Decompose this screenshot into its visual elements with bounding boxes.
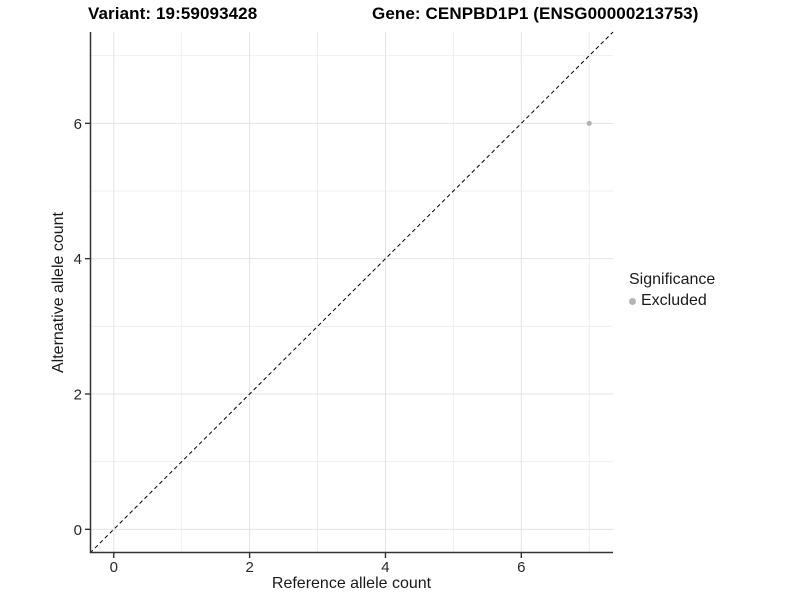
x-tick-label: 0: [110, 559, 118, 576]
x-tick-label: 6: [517, 559, 525, 576]
legend-item-excluded: Excluded: [629, 292, 715, 310]
y-tick-label: 6: [74, 116, 82, 133]
excluded-point-icon: [629, 297, 636, 305]
variant-title: Variant: 19:59093428: [88, 4, 258, 23]
identity-line: [89, 31, 614, 554]
y-tick-label: 4: [74, 251, 82, 268]
y-tick-label: 0: [74, 522, 82, 539]
y-tick-label: 2: [74, 386, 82, 403]
x-tick-label: 2: [245, 559, 253, 576]
gene-title: Gene: CENPBD1P1 (ENSG00000213753): [372, 4, 699, 23]
y-axis-title: Alternative allele count: [50, 212, 67, 373]
legend-title: Significance: [629, 271, 716, 288]
data-point-excluded: [586, 120, 592, 126]
legend-item-label: Excluded: [641, 292, 707, 309]
x-axis-title: Reference allele count: [271, 575, 432, 592]
legend: Significance Excluded: [629, 271, 715, 310]
x-tick-label: 4: [381, 559, 389, 576]
